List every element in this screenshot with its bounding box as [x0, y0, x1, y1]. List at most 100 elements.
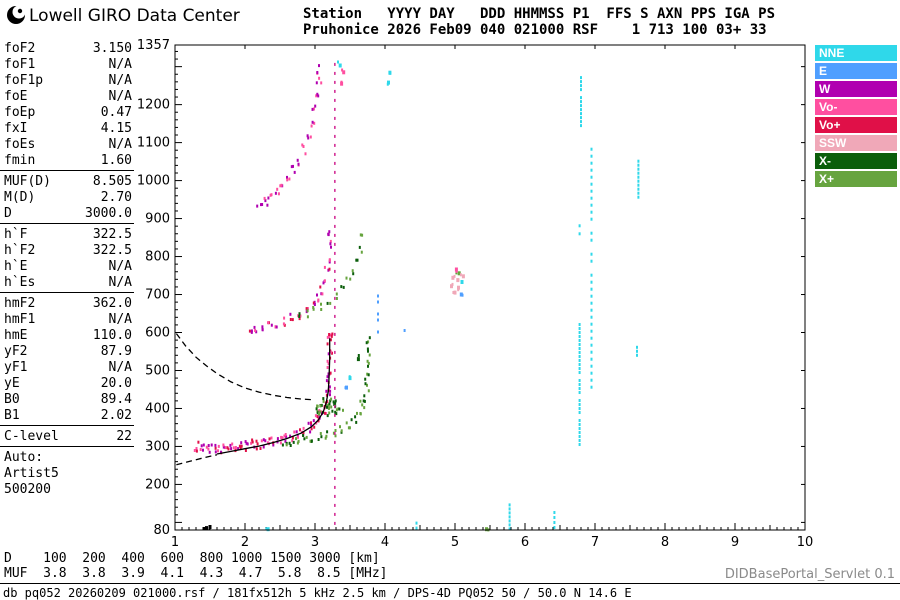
status-bar: db pq052 20260209 021000.rsf / 181fx512h…: [3, 586, 632, 600]
footer-divider: [0, 583, 900, 584]
param-row-b0: B0 89.4: [4, 391, 132, 407]
frequency-marker-line: [334, 62, 336, 525]
x-axis-labels: 1 2 3 4 5 6 7 8 9 10: [171, 535, 813, 550]
plot-border: [174, 44, 806, 531]
echo-traces: [193, 64, 371, 455]
svg-text:500: 500: [145, 363, 170, 378]
param-row-hmf2: hmF2 362.0: [4, 295, 132, 311]
param-value: 3000.0: [85, 205, 132, 221]
param-row-foes: foEs N/A: [4, 136, 132, 152]
param-row-hmf1: hmF1 N/A: [4, 311, 132, 327]
param-row-hf2: h`F2 322.5: [4, 242, 132, 258]
param-row-mufd: MUF(D) 8.505: [4, 173, 132, 189]
param-value: 0.47: [100, 104, 132, 120]
auto-info-row: Auto:: [4, 449, 132, 465]
param-row-fof2: foF2 3.150: [4, 40, 132, 56]
servlet-version-label: DIDBasePortal_Servlet 0.1: [724, 567, 895, 582]
station-header-line1: Station YYYY DAY DDD HHMMSS P1 FFS S AXN…: [303, 6, 776, 22]
param-row-fxi: fxI 4.15: [4, 120, 132, 136]
param-label: B0: [4, 391, 20, 407]
param-value: 87.9: [100, 343, 132, 359]
svg-text:700: 700: [145, 288, 170, 303]
svg-text:1357: 1357: [137, 38, 170, 53]
param-label: M(D): [4, 189, 36, 205]
param-label: h`Es: [4, 274, 36, 290]
param-value: N/A: [108, 72, 132, 88]
y-axis-labels: 1357 1200 1100 1000 900 800 700 600 500 400 300 200…: [137, 38, 170, 538]
svg-text:4: 4: [381, 535, 389, 550]
polarization-legend: NNE E W Vo- Vo+ SSW X- X+: [815, 45, 897, 189]
param-row-yf2: yF2 87.9: [4, 343, 132, 359]
param-separator: [0, 425, 134, 426]
svg-text:200: 200: [145, 477, 170, 492]
param-label: hmF2: [4, 295, 36, 311]
param-label: h`F: [4, 226, 28, 242]
param-value: 2.70: [100, 189, 132, 205]
auto-info-label: Auto:: [4, 449, 44, 465]
svg-text:1000: 1000: [137, 174, 170, 189]
param-row-fmin: fmin 1.60: [4, 152, 132, 168]
param-value: 362.0: [92, 295, 132, 311]
param-label: foF1p: [4, 72, 44, 88]
legend-item-x: X+: [815, 171, 897, 187]
param-label: yF2: [4, 343, 28, 359]
param-label: foEs: [4, 136, 36, 152]
param-label: foF2: [4, 40, 36, 56]
y-axis-ticks: [175, 50, 805, 523]
param-row-clevel: C-level 22: [4, 428, 132, 444]
param-value: 110.0: [92, 327, 132, 343]
param-value: N/A: [108, 56, 132, 72]
brand-title: Lowell GIRO Data Center: [29, 6, 240, 26]
svg-text:1: 1: [171, 535, 179, 550]
svg-text:8: 8: [661, 535, 669, 550]
legend-item-nne: NNE: [815, 45, 897, 61]
param-row-hes: h`Es N/A: [4, 274, 132, 290]
d-scale-row: D 100 200 400 600 800 1000 1500 3000 [km…: [4, 551, 380, 566]
svg-text:300: 300: [145, 439, 170, 454]
param-row-foep: foEp 0.47: [4, 104, 132, 120]
param-value: 3.150: [92, 40, 132, 56]
svg-text:9: 9: [731, 535, 739, 550]
param-row-d: D 3000.0: [4, 205, 132, 221]
svg-text:5: 5: [451, 535, 459, 550]
svg-text:80: 80: [153, 523, 170, 538]
legend-item-x: X-: [815, 153, 897, 169]
profile-curves: [175, 333, 331, 466]
param-row-yf1: yF1 N/A: [4, 359, 132, 375]
svg-text:800: 800: [145, 250, 170, 265]
auto-info-row: Artist5: [4, 465, 132, 481]
legend-item-vo: Vo-: [815, 99, 897, 115]
param-row-he: h`E N/A: [4, 258, 132, 274]
legend-item-e: E: [815, 63, 897, 79]
scattered-echo-points: [203, 60, 490, 532]
param-row-hf: h`F 322.5: [4, 226, 132, 242]
svg-text:2: 2: [241, 535, 249, 550]
param-label: h`F2: [4, 242, 36, 258]
param-label: h`E: [4, 258, 28, 274]
param-row-foe: foE N/A: [4, 88, 132, 104]
svg-text:3: 3: [311, 535, 319, 550]
param-label: hmE: [4, 327, 28, 343]
param-row-ye: yE 20.0: [4, 375, 132, 391]
param-label: foF1: [4, 56, 36, 72]
param-value: 89.4: [100, 391, 132, 407]
interference-lines: [377, 76, 640, 531]
svg-text:6: 6: [521, 535, 529, 550]
param-separator: [0, 292, 134, 293]
svg-text:400: 400: [145, 401, 170, 416]
param-separator: [0, 170, 134, 171]
param-value: 22: [116, 428, 132, 444]
auto-info-row: 500200: [4, 481, 132, 497]
svg-text:900: 900: [145, 212, 170, 227]
param-row-fof1p: foF1p N/A: [4, 72, 132, 88]
param-row-b1: B1 2.02: [4, 407, 132, 423]
x-axis-ticks: [174, 45, 806, 530]
param-value: 322.5: [92, 242, 132, 258]
param-separator: [0, 223, 134, 224]
auto-info-label: 500200: [4, 481, 51, 497]
param-value: N/A: [108, 311, 132, 327]
svg-text:7: 7: [591, 535, 599, 550]
parameter-panel: foF2 3.150 foF1 N/A foF1p N/A foE N/A foEp 0.47 fx…: [0, 40, 134, 497]
param-label: fmin: [4, 152, 36, 168]
